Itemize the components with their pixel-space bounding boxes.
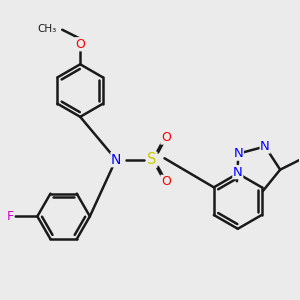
Text: N: N — [260, 140, 270, 153]
Text: O: O — [161, 131, 171, 144]
Text: N: N — [111, 153, 121, 167]
Text: N: N — [233, 147, 243, 160]
Text: O: O — [161, 175, 171, 188]
Text: CH₃: CH₃ — [38, 24, 57, 34]
Text: O: O — [75, 38, 85, 51]
Text: S: S — [147, 152, 157, 167]
Text: F: F — [7, 210, 14, 223]
Text: N: N — [233, 166, 243, 178]
